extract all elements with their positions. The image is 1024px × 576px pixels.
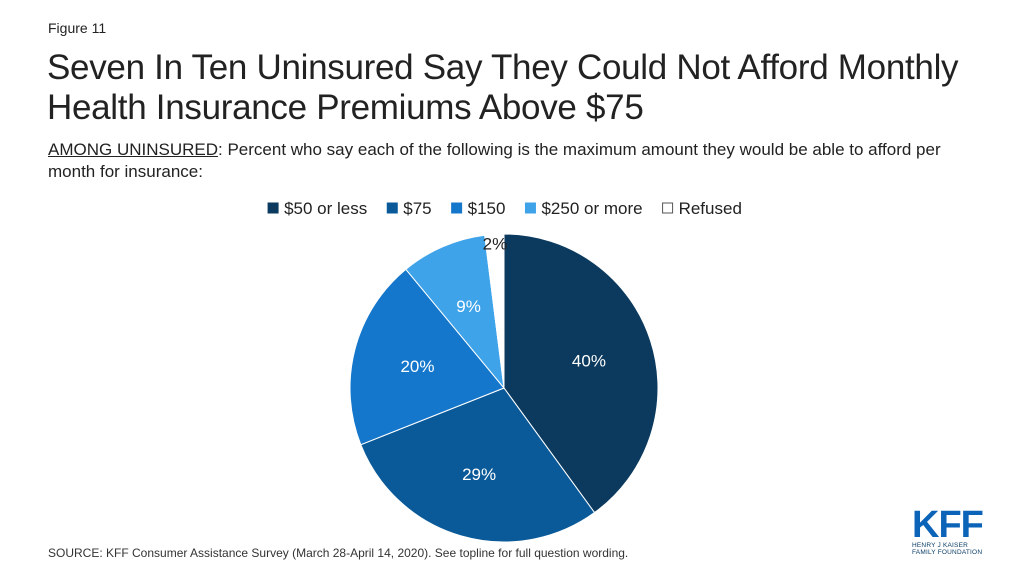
legend-label-250-or-more: $250 or more [541,199,642,218]
legend-swatch-50-or-less [267,202,279,214]
pie-slice-75 [360,387,596,543]
subtitle-lead: AMONG UNINSURED [48,140,219,159]
pie-data-labels: 40% 29% 20% 9% 2% [400,235,605,484]
legend-swatch-250-or-more [524,202,536,214]
data-label-refused: 2% [483,235,508,254]
pie-slices [349,233,659,543]
legend-item-refused: Refused [662,199,742,218]
logo-mark: KFF [912,504,984,546]
legend-swatch-75 [386,202,398,214]
chart-title: Seven In Ten Uninsured Say They Could No… [47,48,959,127]
legend-label-75: $75 [403,199,431,218]
legend-label-50-or-less: $50 or less [284,199,367,218]
legend-item-75: $75 [386,199,432,218]
legend-swatch-refused [662,202,674,214]
legend-item-150: $150 [451,199,506,218]
legend-item-250-or-more: $250 or more [524,199,643,218]
data-label-150: 20% [400,357,434,376]
pie-slice-refused [484,233,505,389]
data-label-50-or-less: 40% [572,351,606,370]
legend-item-50-or-less: $50 or less [267,199,367,218]
legend-label-refused: Refused [679,199,742,218]
figure-label: Figure 11 [48,20,107,36]
pie-slice-250-or-more [405,234,505,390]
legend-label-150: $150 [468,199,506,218]
data-label-75: 29% [462,465,496,484]
pie-slice-150 [349,268,505,446]
source-note: SOURCE: KFF Consumer Assistance Survey (… [48,546,629,560]
logo-line-2: FAMILY FOUNDATION [912,549,983,556]
data-label-250-or-more: 9% [456,297,481,316]
legend-swatch-150 [451,202,463,214]
kff-logo: KFF HENRY J KAISER FAMILY FOUNDATION [912,504,988,558]
chart-subtitle: AMONG UNINSURED: Percent who say each of… [48,139,988,183]
pie-slice-50-or-less [503,233,659,514]
subtitle-text: : Percent who say each of the following … [48,140,941,181]
logo-line-1: HENRY J KAISER [912,542,969,549]
chart-legend: $50 or less $75 $150 $250 or more Refused [267,199,742,218]
